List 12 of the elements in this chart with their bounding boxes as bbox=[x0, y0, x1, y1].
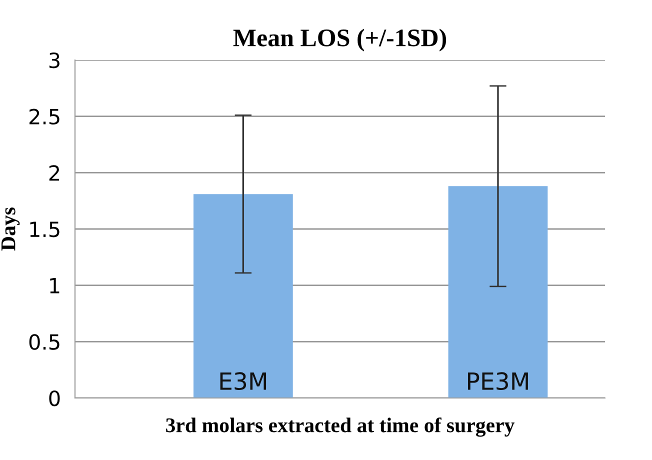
x-axis-title: 3rd molars extracted at time of surgery bbox=[166, 417, 515, 437]
y-tick-label: 0.5 bbox=[29, 334, 60, 350]
x-tick-label: PE3M bbox=[468, 372, 528, 390]
y-tick-label: 2 bbox=[49, 165, 60, 181]
y-tick-label: 2.5 bbox=[30, 108, 60, 125]
y-tick-label: 0 bbox=[49, 390, 60, 406]
y-tick-label: 3 bbox=[49, 52, 60, 68]
y-tick-label: 1.5 bbox=[30, 222, 60, 238]
y-tick-label: 1 bbox=[50, 278, 60, 294]
y-axis-title: Days bbox=[2, 208, 20, 251]
x-tick-label: E3M bbox=[220, 372, 266, 390]
chart-title: Mean LOS (+/-1SD) bbox=[233, 28, 446, 52]
